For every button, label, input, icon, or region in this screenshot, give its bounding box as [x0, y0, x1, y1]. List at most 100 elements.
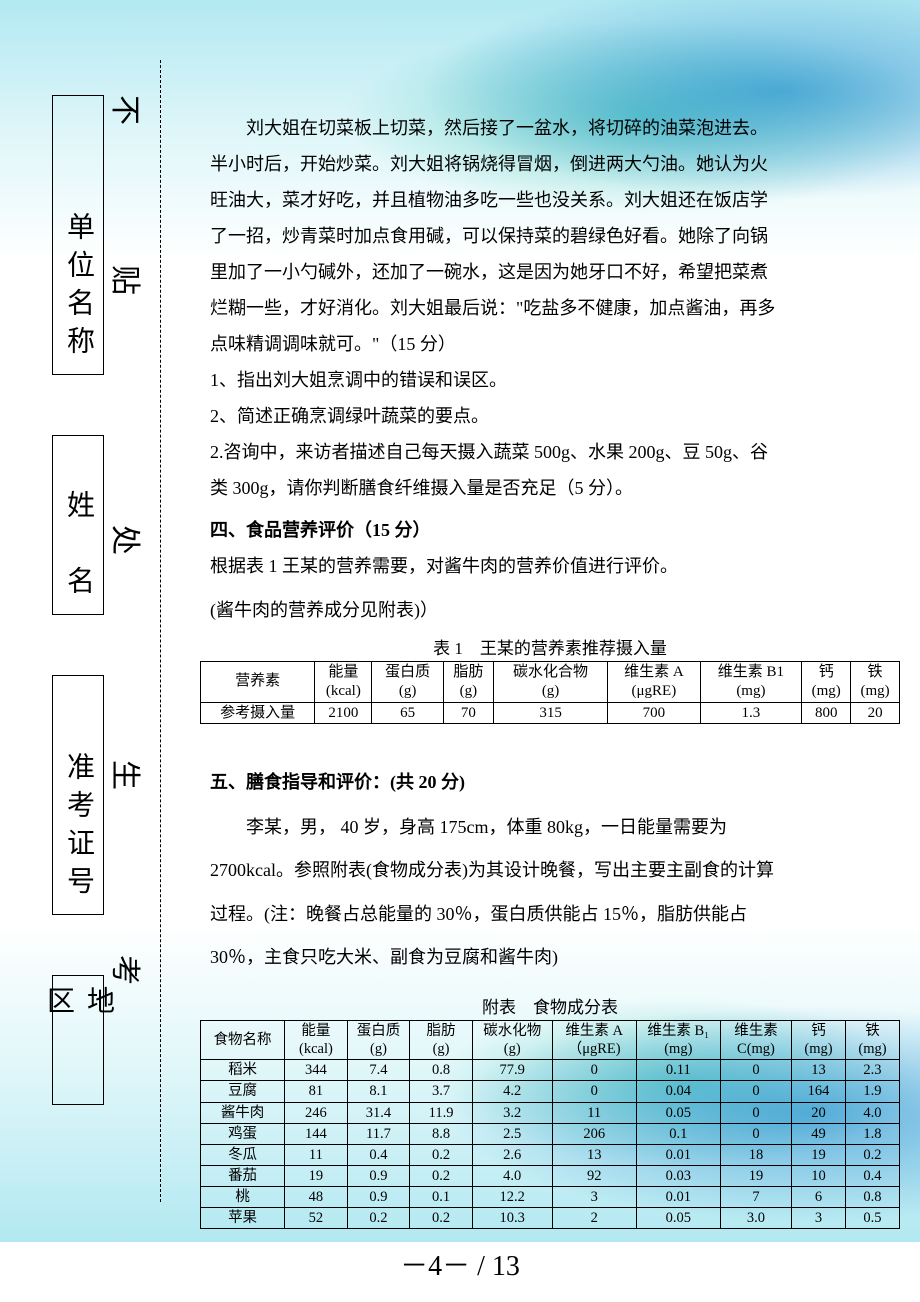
table-row: 冬瓜110.40.22.6130.0118190.2: [201, 1144, 900, 1165]
table2-cell: 20: [792, 1102, 846, 1123]
sidebar-box-label: 单位名称: [58, 212, 98, 364]
table2-cell: 7.4: [347, 1060, 410, 1081]
table1-cell: 1.3: [700, 702, 802, 724]
table2-cell: 0.04: [636, 1081, 720, 1102]
table2-cell: 11.7: [347, 1123, 410, 1144]
table2-cell: 0.5: [845, 1208, 899, 1229]
table2-foodname: 桃: [201, 1187, 285, 1208]
table2-caption: 附表 食物成分表: [200, 993, 900, 1018]
table1-cell: 65: [372, 702, 443, 724]
table2-cell: 3: [792, 1208, 846, 1229]
table2-cell: 0.01: [636, 1187, 720, 1208]
sidebar-box-region: 地 区: [52, 975, 104, 1105]
table2-cell: 81: [285, 1081, 348, 1102]
sidebar-box-label: 地 区: [38, 986, 118, 1094]
table2-cell: 246: [285, 1102, 348, 1123]
sidebar-box-name: 姓 名: [52, 435, 104, 615]
table2-cell: 3.2: [472, 1102, 552, 1123]
table2-cell: 0.9: [347, 1165, 410, 1186]
table2-cell: 13: [792, 1060, 846, 1081]
story-paragraph: 刘大姐在切菜板上切菜，然后接了一盆水，将切碎的油菜泡进去。半小时后，开始炒菜。刘…: [210, 110, 780, 362]
table2-header: 脂肪(g): [410, 1021, 473, 1060]
table2-cell: 6: [792, 1187, 846, 1208]
table2-cell: 0.2: [347, 1208, 410, 1229]
table2-header: 维生素 A（μgRE): [552, 1021, 636, 1060]
body-text: 刘大姐在切菜板上切菜，然后接了一盆水，将切碎的油菜泡进去。半小时后，开始炒菜。刘…: [210, 110, 780, 628]
table2-foodname: 冬瓜: [201, 1144, 285, 1165]
table2-cell: 0.2: [410, 1165, 473, 1186]
table2-cell: 77.9: [472, 1060, 552, 1081]
table1-header: 碳水化合物(g): [493, 662, 607, 703]
table2-cell: 18: [720, 1144, 791, 1165]
table1-rowlabel: 参考摄入量: [201, 702, 315, 724]
table2-cell: 0.1: [410, 1187, 473, 1208]
table-row: 酱牛肉24631.411.93.2110.050204.0: [201, 1102, 900, 1123]
table-row: 苹果520.20.210.320.053.030.5: [201, 1208, 900, 1229]
table2-cell: 0.9: [347, 1187, 410, 1208]
table2-cell: 0: [552, 1060, 636, 1081]
table1-caption: 表 1 王某的营养素推荐摄入量: [200, 634, 900, 659]
table2-header: 能量(kcal): [285, 1021, 348, 1060]
table2-foodname: 豆腐: [201, 1081, 285, 1102]
table2-cell: 0.2: [410, 1208, 473, 1229]
table2-cell: 10: [792, 1165, 846, 1186]
question-3: 2.咨询中，来访者描述自己每天摄入蔬菜 500g、水果 200g、豆 50g、谷…: [210, 434, 780, 506]
sidebar-box-label: 姓 名: [58, 490, 98, 604]
table2-cell: 10.3: [472, 1208, 552, 1229]
table2-cell: 164: [792, 1081, 846, 1102]
sidebar-box-label: 准考证号: [58, 752, 98, 904]
table2-cell: 48: [285, 1187, 348, 1208]
table2-cell: 8.1: [347, 1081, 410, 1102]
table2-cell: 11: [285, 1144, 348, 1165]
table1-header: 铁(mg): [851, 662, 900, 703]
table1-cell: 800: [802, 702, 851, 724]
table2-cell: 3.0: [720, 1208, 791, 1229]
table2-cell: 3: [552, 1187, 636, 1208]
table2-cell: 19: [792, 1144, 846, 1165]
table2-cell: 31.4: [347, 1102, 410, 1123]
table2-cell: 1.8: [845, 1123, 899, 1144]
sidebar-box-examid: 准考证号: [52, 675, 104, 915]
section5-body: 李某，男， 40 岁，身高 175cm，体重 80kg，一日能量需要为 2700…: [210, 806, 780, 979]
table2-cell: 49: [792, 1123, 846, 1144]
table2-cell: 4.2: [472, 1081, 552, 1102]
table2-cell: 2.6: [472, 1144, 552, 1165]
table2-header: 维生素 B₁(mg): [636, 1021, 720, 1060]
table1-cell: 2100: [315, 702, 372, 724]
table2-cell: 4.0: [472, 1165, 552, 1186]
table1-cell: 70: [443, 702, 493, 724]
table2-cell: 0.03: [636, 1165, 720, 1186]
section4-body: 根据表 1 王某的营养需要，对酱牛肉的营养价值进行评价。: [210, 548, 780, 584]
table1-header: 钙(mg): [802, 662, 851, 703]
section5-title: 五、膳食指导和评价：(共 20 分): [210, 764, 780, 800]
table-row: 鸡蛋14411.78.82.52060.10491.8: [201, 1123, 900, 1144]
table2-cell: 12.2: [472, 1187, 552, 1208]
table2-header: 食物名称: [201, 1021, 285, 1060]
table1-header: 脂肪(g): [443, 662, 493, 703]
table2-cell: 92: [552, 1165, 636, 1186]
table2-cell: 0.2: [410, 1144, 473, 1165]
table2-cell: 2: [552, 1208, 636, 1229]
table-row: 豆腐818.13.74.200.0401641.9: [201, 1081, 900, 1102]
table2-header: 铁(mg): [845, 1021, 899, 1060]
table2-cell: 344: [285, 1060, 348, 1081]
table-row: 番茄190.90.24.0920.0319100.4: [201, 1165, 900, 1186]
table2-cell: 0: [720, 1081, 791, 1102]
table2-cell: 11.9: [410, 1102, 473, 1123]
sidebar-label-boxes: 单位名称 姓 名 准考证号 地 区: [52, 95, 172, 1165]
table2-foodname: 鸡蛋: [201, 1123, 285, 1144]
table2-foodname: 稻米: [201, 1060, 285, 1081]
section4-note: (酱牛肉的营养成分见附表)）: [210, 592, 780, 628]
table-row: 桃480.90.112.230.01760.8: [201, 1187, 900, 1208]
table2-cell: 0: [552, 1081, 636, 1102]
table2-cell: 8.8: [410, 1123, 473, 1144]
table1-header: 维生素 A(μgRE): [608, 662, 700, 703]
table2-cell: 0.2: [845, 1144, 899, 1165]
table2-cell: 52: [285, 1208, 348, 1229]
question-1: 1、指出刘大姐烹调中的错误和误区。: [210, 362, 780, 398]
table2-cell: 3.7: [410, 1081, 473, 1102]
section5-block: 五、膳食指导和评价：(共 20 分) 李某，男， 40 岁，身高 175cm，体…: [210, 764, 780, 979]
table2-header: 钙(mg): [792, 1021, 846, 1060]
sidebar-box-unit: 单位名称: [52, 95, 104, 375]
table1-cell: 700: [608, 702, 700, 724]
